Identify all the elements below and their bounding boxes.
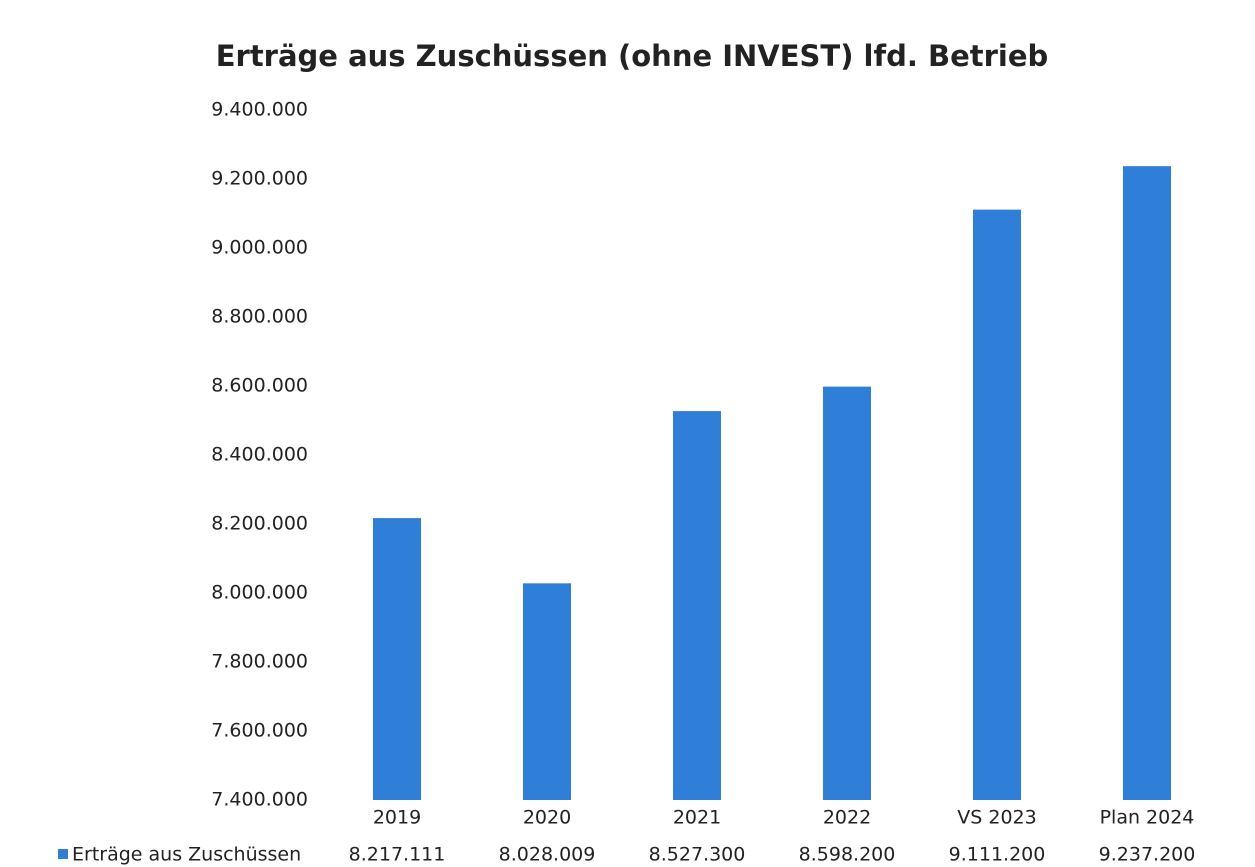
bar — [673, 411, 721, 800]
y-tick-label: 7.800.000 — [211, 651, 308, 673]
table-value: 9.237.200 — [1099, 844, 1196, 866]
y-tick-label: 9.200.000 — [211, 168, 308, 190]
y-tick-label: 9.400.000 — [211, 99, 308, 121]
x-tick-label: 2022 — [823, 807, 871, 829]
table-value: 8.028.009 — [499, 844, 596, 866]
y-tick-label: 7.600.000 — [211, 720, 308, 742]
table-value: 8.598.200 — [799, 844, 896, 866]
x-tick-label: Plan 2024 — [1100, 807, 1195, 829]
bar — [1123, 166, 1171, 800]
y-tick-label: 8.800.000 — [211, 306, 308, 328]
bar — [973, 209, 1021, 801]
x-tick-label: 2020 — [523, 807, 571, 829]
x-tick-label: 2019 — [373, 807, 421, 829]
y-tick-label: 8.600.000 — [211, 375, 308, 397]
y-tick-label: 7.400.000 — [211, 789, 308, 811]
bar — [373, 518, 421, 800]
y-tick-label: 8.200.000 — [211, 513, 308, 535]
y-tick-label: 8.400.000 — [211, 444, 308, 466]
y-tick-label: 9.000.000 — [211, 237, 308, 259]
x-tick-label: VS 2023 — [957, 807, 1036, 829]
table-value: 8.527.300 — [649, 844, 746, 866]
legend-label: Erträge aus Zuschüssen — [72, 844, 301, 866]
legend-swatch — [58, 849, 68, 859]
table-value: 8.217.111 — [349, 844, 446, 866]
chart-title: Erträge aus Zuschüssen (ohne INVEST) lfd… — [216, 39, 1049, 73]
y-tick-label: 8.000.000 — [211, 582, 308, 604]
x-tick-label: 2021 — [673, 807, 721, 829]
table-value: 9.111.200 — [949, 844, 1046, 866]
bar — [523, 583, 571, 800]
bar — [823, 386, 871, 800]
